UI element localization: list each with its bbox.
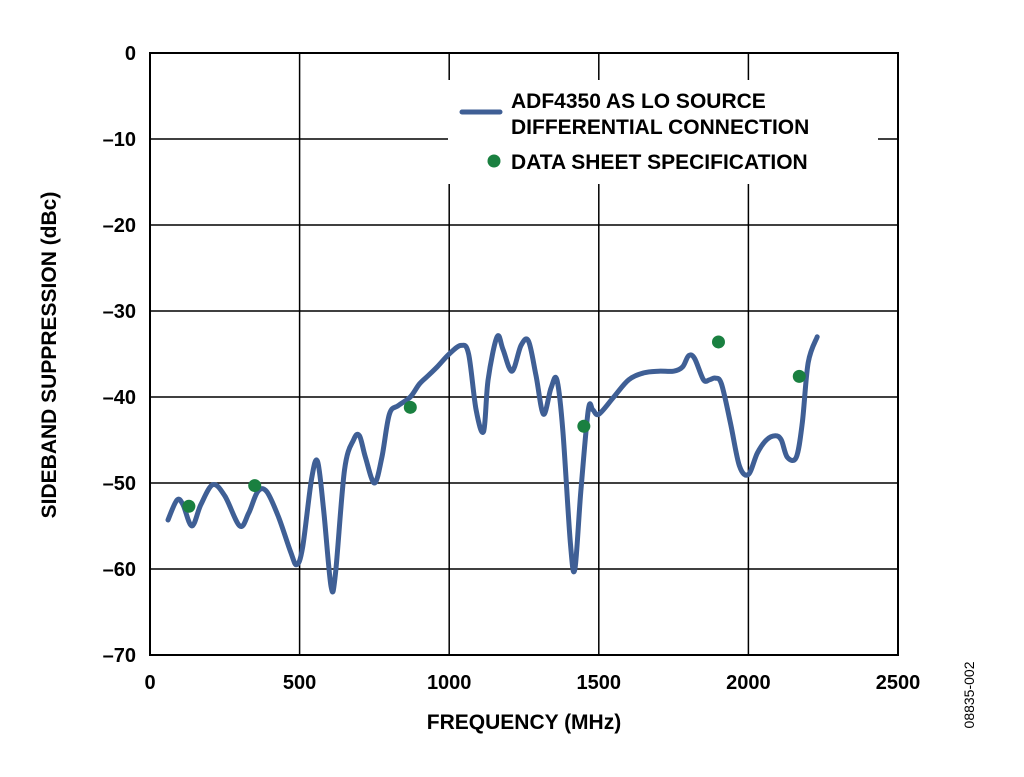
figure-id: 08835-002 bbox=[961, 661, 977, 728]
legend-background bbox=[448, 80, 878, 184]
spec-data-point bbox=[248, 479, 262, 493]
legend-entry-spec: DATA SHEET SPECIFICATION bbox=[511, 151, 808, 174]
series-line-adf4350 bbox=[165, 333, 820, 595]
spec-data-point bbox=[711, 335, 725, 349]
legend-marker-swatch bbox=[487, 154, 501, 168]
y-tick-label: –40 bbox=[103, 387, 136, 409]
spec-data-point bbox=[182, 499, 196, 513]
legend-entry-line-2: DIFFERENTIAL CONNECTION bbox=[511, 116, 809, 139]
tick-labels: 0 500 1000 1500 2000 2500 0 –10 –20 –30 –40 –50 –60 –… bbox=[103, 43, 921, 694]
y-axis-title: SIDEBAND SUPPRESSION (dBc) bbox=[38, 192, 61, 519]
x-tick-label: 500 bbox=[283, 672, 316, 694]
y-tick-label: –20 bbox=[103, 215, 136, 237]
y-tick-label: 0 bbox=[125, 43, 136, 65]
plot-border bbox=[149, 52, 899, 656]
x-tick-label: 1000 bbox=[427, 672, 472, 694]
spec-data-point bbox=[403, 400, 417, 414]
x-tick-label: 1500 bbox=[577, 672, 622, 694]
y-tick-label: –70 bbox=[103, 645, 136, 667]
legend: ADF4350 AS LO SOURCE DIFFERENTIAL CONNEC… bbox=[448, 80, 878, 184]
y-tick-label: –10 bbox=[103, 129, 136, 151]
x-tick-label: 2000 bbox=[726, 672, 771, 694]
y-tick-label: –60 bbox=[103, 559, 136, 581]
y-tick-label: –50 bbox=[103, 473, 136, 495]
spec-data-point bbox=[577, 419, 591, 433]
x-tick-label: 0 bbox=[144, 672, 155, 694]
plot-frame bbox=[149, 52, 899, 656]
legend-entry-line-1: ADF4350 AS LO SOURCE bbox=[511, 90, 766, 113]
spec-data-point bbox=[792, 369, 806, 383]
y-tick-label: –30 bbox=[103, 301, 136, 323]
series-layer bbox=[165, 333, 820, 595]
x-axis-title: FREQUENCY (MHz) bbox=[427, 711, 621, 734]
x-tick-label: 2500 bbox=[876, 672, 921, 694]
